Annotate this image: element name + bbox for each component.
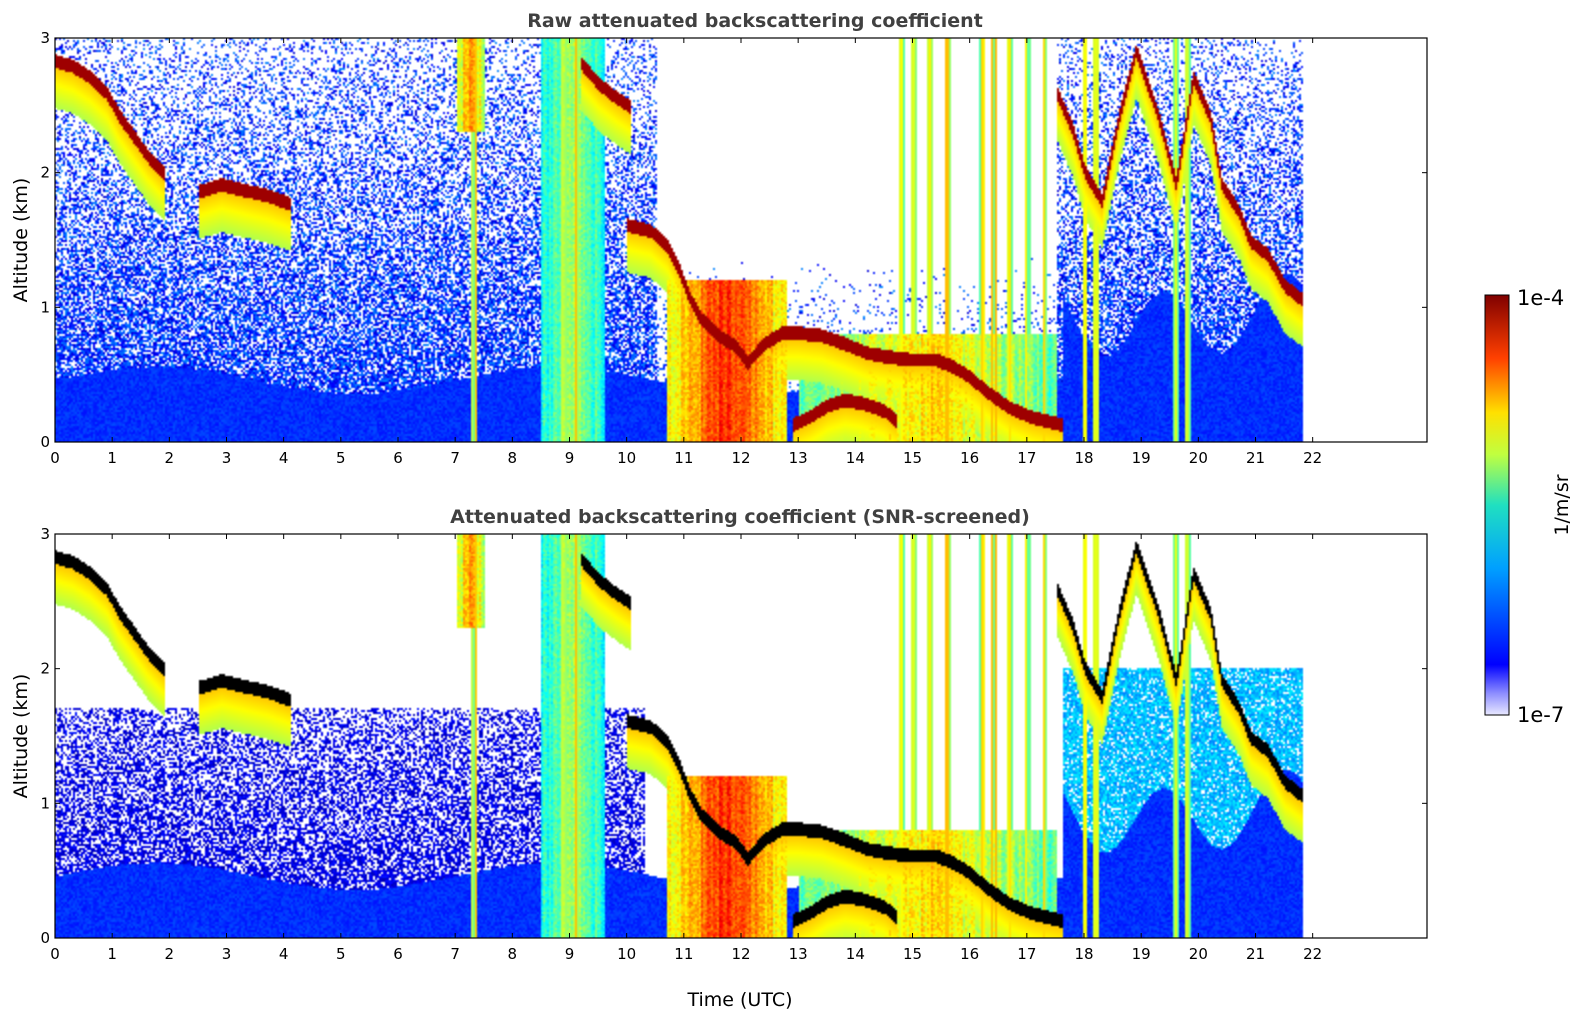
x-tick-label: 10: [617, 449, 636, 467]
x-tick-label: 3: [222, 945, 232, 963]
chart-title-raw: Raw attenuated backscattering coefficien…: [527, 10, 983, 32]
x-tick-label: 13: [789, 945, 808, 963]
x-tick-label: 1: [107, 449, 117, 467]
panel-raw: Raw attenuated backscattering coefficien…: [10, 10, 1428, 467]
x-tick-label: 15: [903, 945, 922, 963]
y-tick-label: 0: [40, 433, 50, 451]
x-tick-label: 9: [565, 945, 575, 963]
y-tick-label: 3: [40, 29, 50, 47]
x-tick-label: 5: [336, 945, 346, 963]
y-tick-label: 2: [40, 164, 50, 182]
x-tick-label: 7: [450, 945, 460, 963]
x-tick-label: 8: [508, 945, 518, 963]
x-tick-label: 20: [1189, 945, 1208, 963]
y-axis-label-screened: Altitude (km): [10, 674, 32, 799]
x-tick-label: 22: [1303, 945, 1322, 963]
y-axis-screened: 0 1 2 3: [40, 525, 1427, 947]
x-tick-label: 0: [50, 449, 60, 467]
x-tick-label: 2: [165, 449, 175, 467]
x-axis-raw: 0 1 2 3 4 5 6 7 8 9 10 11 12 13 14 15 16 17 18 19 20 21 22: [50, 38, 1322, 467]
x-tick-label: 20: [1189, 449, 1208, 467]
x-tick-label: 14: [846, 945, 865, 963]
y-tick-label: 1: [40, 298, 50, 316]
x-tick-label: 19: [1132, 945, 1151, 963]
x-tick-label: 11: [674, 449, 693, 467]
x-tick-label: 3: [222, 449, 232, 467]
x-tick-label: 12: [731, 449, 750, 467]
colorbar: 1e-4 1e-7 1/m/sr: [1484, 286, 1573, 727]
x-tick-label: 7: [450, 449, 460, 467]
x-tick-label: 17: [1017, 945, 1036, 963]
x-tick-label: 15: [903, 449, 922, 467]
x-tick-label: 21: [1246, 945, 1265, 963]
x-tick-label: 16: [960, 945, 979, 963]
x-tick-label: 11: [674, 945, 693, 963]
heatmap-raw: [55, 38, 1427, 442]
colorbar-max-label: 1e-4: [1517, 286, 1564, 310]
x-tick-label: 10: [617, 945, 636, 963]
x-tick-label: 12: [731, 945, 750, 963]
x-tick-label: 2: [165, 945, 175, 963]
y-tick-label: 0: [40, 929, 50, 947]
y-tick-label: 1: [40, 794, 50, 812]
x-tick-label: 22: [1303, 449, 1322, 467]
x-tick-label: 1: [107, 945, 117, 963]
x-tick-label: 19: [1132, 449, 1151, 467]
x-tick-label: 13: [789, 449, 808, 467]
x-tick-label: 14: [846, 449, 865, 467]
x-tick-label: 21: [1246, 449, 1265, 467]
y-tick-label: 2: [40, 660, 50, 678]
x-tick-label: 18: [1074, 449, 1093, 467]
x-tick-label: 4: [279, 945, 289, 963]
colorbar-unit-label: 1/m/sr: [1551, 474, 1573, 535]
panel-screened: Attenuated backscattering coefficient (S…: [10, 506, 1428, 1011]
x-tick-label: 6: [393, 449, 403, 467]
x-tick-label: 5: [336, 449, 346, 467]
chart-title-screened: Attenuated backscattering coefficient (S…: [450, 506, 1030, 528]
x-tick-label: 4: [279, 449, 289, 467]
x-tick-label: 6: [393, 945, 403, 963]
x-tick-label: 0: [50, 945, 60, 963]
x-tick-label: 9: [565, 449, 575, 467]
colorbar-min-label: 1e-7: [1517, 703, 1564, 727]
colorbar-gradient: [1484, 294, 1510, 716]
y-axis-raw: 0 1 2 3: [40, 29, 1427, 451]
x-tick-label: 8: [508, 449, 518, 467]
x-tick-label: 17: [1017, 449, 1036, 467]
heatmap-screened: [55, 534, 1427, 938]
x-axis-label: Time (UTC): [686, 989, 792, 1011]
y-axis-label-raw: Altitude (km): [10, 178, 32, 303]
x-tick-label: 18: [1074, 945, 1093, 963]
x-tick-label: 16: [960, 449, 979, 467]
x-axis-screened: 0 1 2 3 4 5 6 7 8 9 10 11 12 13 14 15 16 17 18 19 20 21 22: [50, 534, 1322, 963]
y-tick-label: 3: [40, 525, 50, 543]
